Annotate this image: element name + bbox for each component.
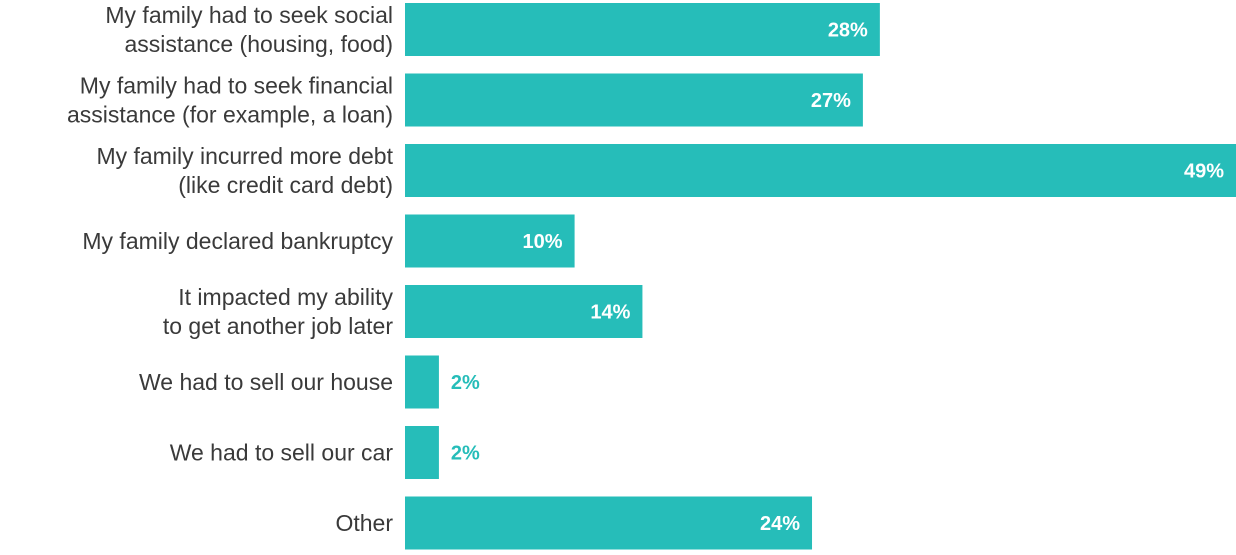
category-label-line: assistance (housing, food) <box>125 31 394 57</box>
category-label-line: assistance (for example, a loan) <box>67 102 393 128</box>
bar-6 <box>405 426 439 479</box>
category-label-line: Other <box>335 510 393 536</box>
bar-1 <box>405 73 863 127</box>
bar-0 <box>405 3 880 56</box>
bars <box>405 3 1236 550</box>
value-label-1: 27% <box>811 90 851 112</box>
value-label-6: 2% <box>451 443 480 465</box>
bar-2 <box>405 144 1236 197</box>
category-label-5: We had to sell our house <box>139 369 393 395</box>
category-label-line: My family had to seek financial <box>80 73 393 99</box>
category-label-0: My family had to seek social assistance (… <box>105 2 393 57</box>
value-label-5: 2% <box>451 372 480 394</box>
bar-7 <box>405 496 813 550</box>
value-labels: 28% 27% 49% 10% 14% 2% 2% 24% <box>451 20 1224 536</box>
category-labels: My family had to seek social assistance (… <box>67 2 394 536</box>
category-label-7: Other <box>335 510 393 536</box>
category-label-6: We had to sell our car <box>170 440 394 466</box>
value-label-3: 10% <box>523 231 563 253</box>
category-label-4: It impacted my ability to get another job… <box>163 284 394 339</box>
value-label-7: 24% <box>760 513 800 535</box>
category-label-line: (like credit card debt) <box>178 172 393 198</box>
category-label-1: My family had to seek financial assistanc… <box>67 73 393 128</box>
bar-4 <box>405 285 643 338</box>
category-label-line: We had to sell our car <box>170 440 394 466</box>
category-label-line: We had to sell our house <box>139 369 393 395</box>
bar-3 <box>405 214 575 268</box>
category-label-line: My family incurred more debt <box>96 143 393 169</box>
category-label-line: My family had to seek social <box>105 2 393 28</box>
category-label-3: My family declared bankruptcy <box>82 228 393 254</box>
category-label-line: It impacted my ability <box>178 284 393 310</box>
category-label-line: My family declared bankruptcy <box>82 228 393 254</box>
value-label-2: 49% <box>1184 161 1224 183</box>
value-label-0: 28% <box>828 20 868 42</box>
value-label-4: 14% <box>590 302 630 324</box>
category-label-line: to get another job later <box>163 313 393 339</box>
bar-5 <box>405 355 439 409</box>
category-label-2: My family incurred more debt (like credit… <box>96 143 393 198</box>
